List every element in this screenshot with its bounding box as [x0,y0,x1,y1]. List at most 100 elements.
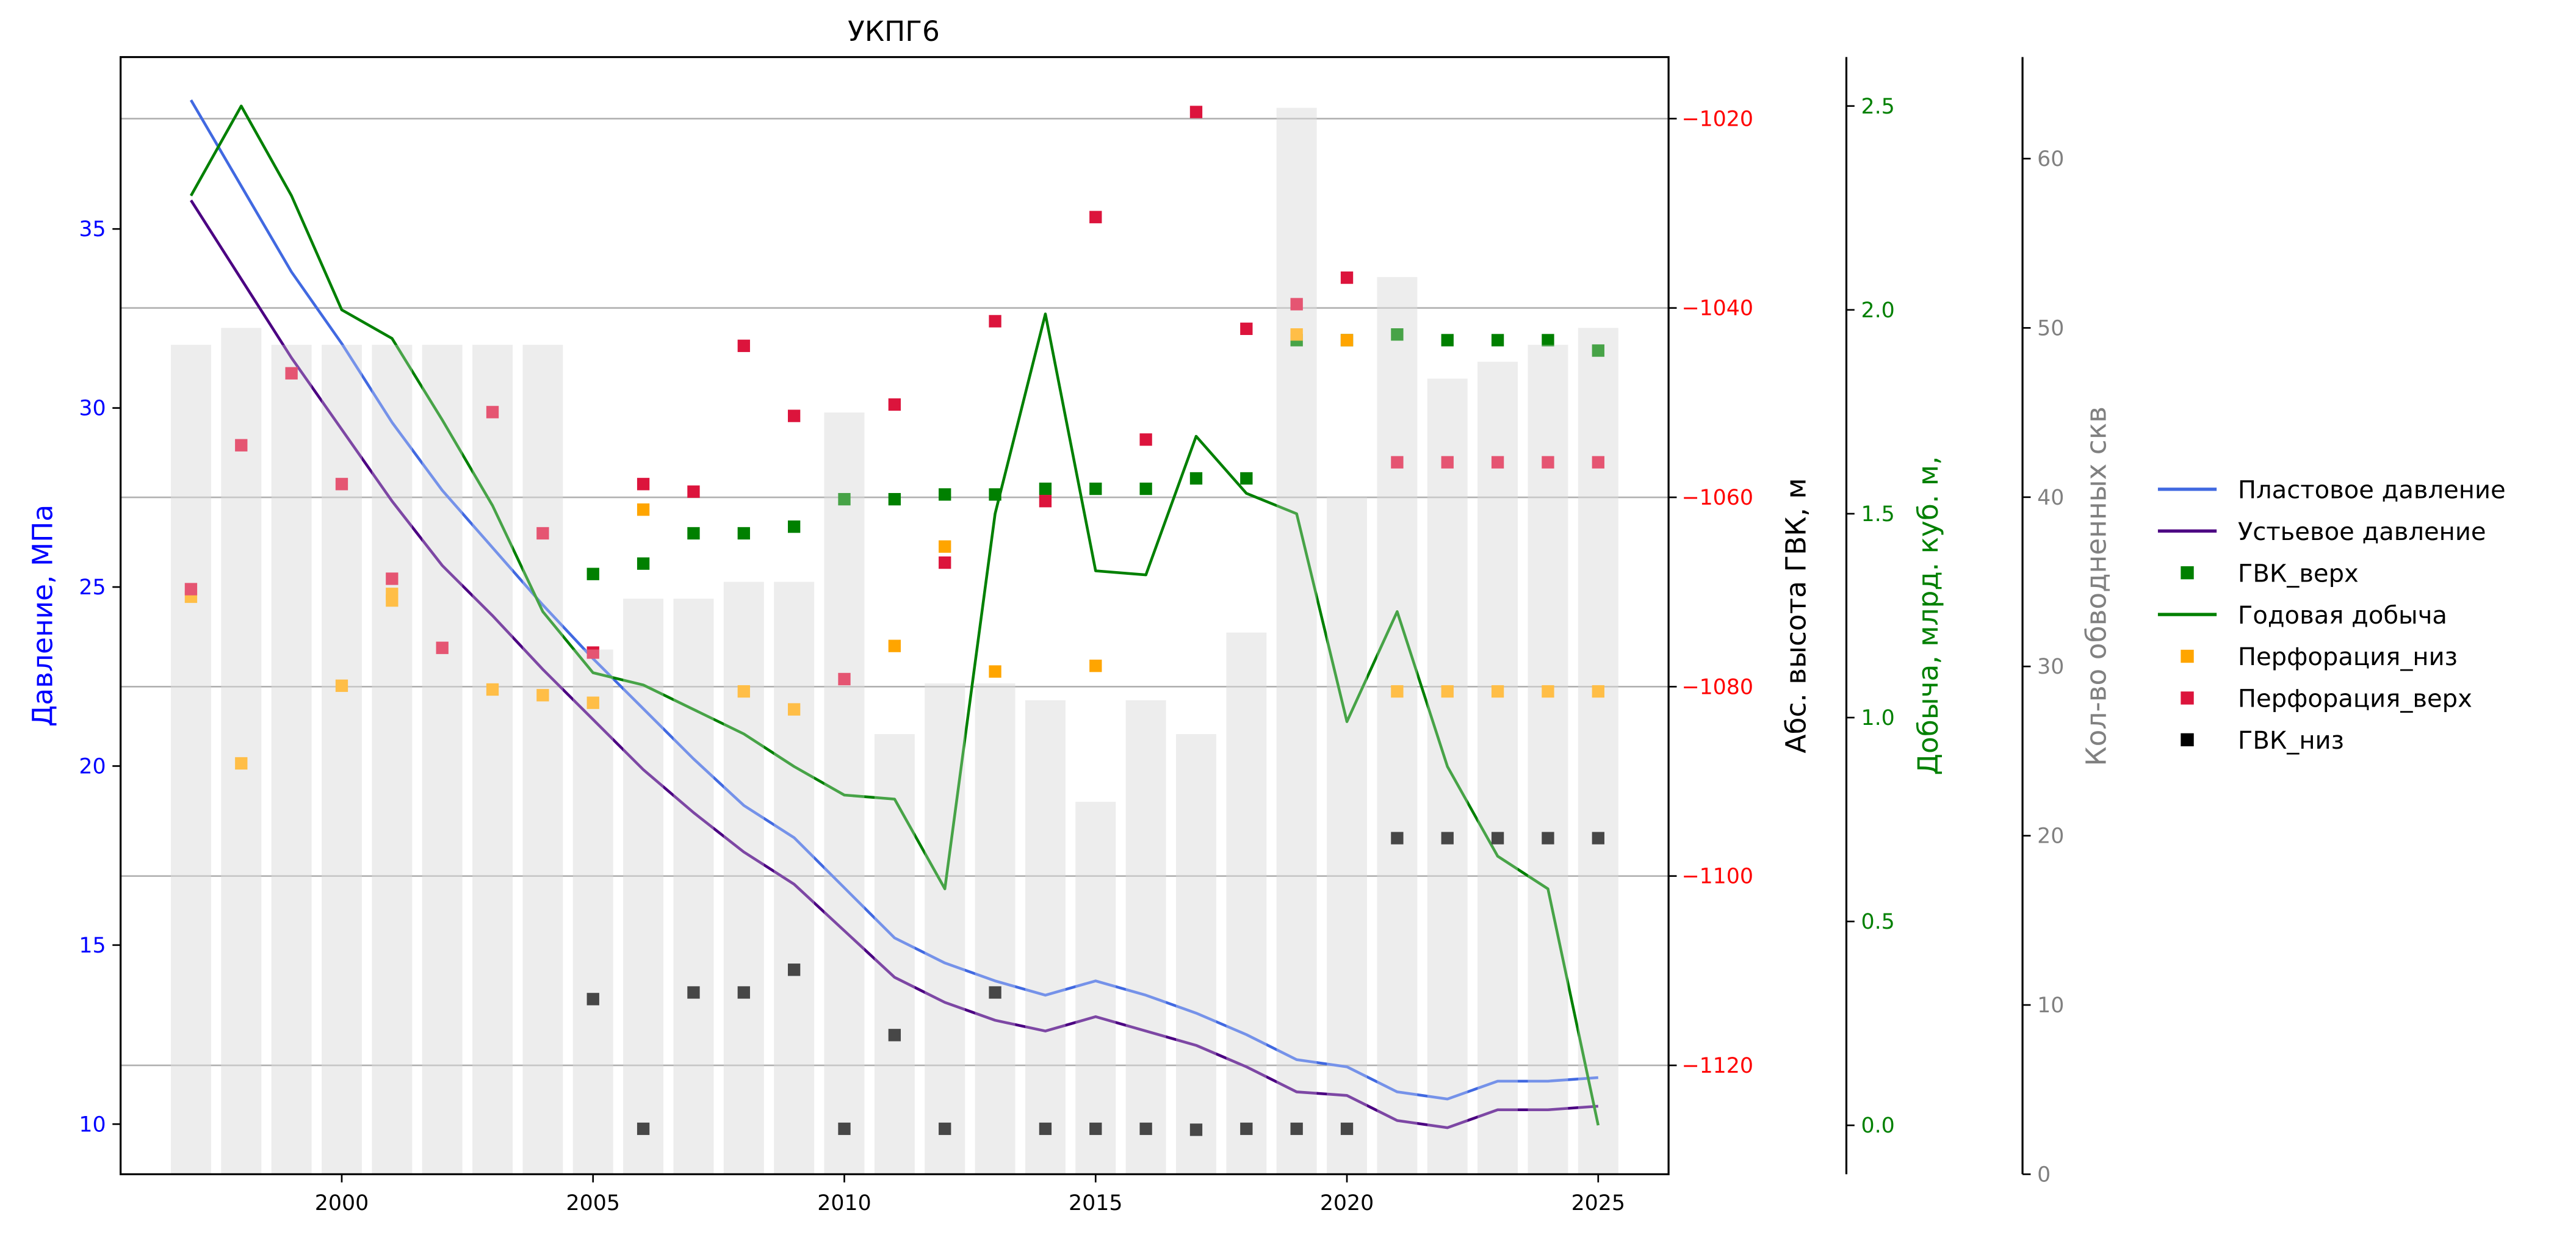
marker-Перфорация_верх-2011 [888,398,901,411]
marker-Перфорация_верх-2006 [637,478,650,491]
wells-tick-label: 40 [2037,486,2064,510]
legend-swatch-ГВК_низ [2181,733,2194,747]
marker-Перфорация_низ-2013 [989,665,1001,678]
marker-ГВК_низ-2025 [1592,832,1604,844]
marker-ГВК_верх-2022 [1441,334,1454,347]
marker-Перфорация_низ-2023 [1491,685,1504,698]
marker-Перфорация_верх-2005 [586,646,599,659]
bar-wells-2021 [1377,277,1418,1175]
wells-tick-label: 50 [2037,316,2064,340]
marker-Перфорация_верх-2003 [486,406,499,419]
marker-ГВК_верх-2013 [989,488,1001,501]
bar-overlay-2000 [322,345,362,1175]
legend: Пластовое давление Устьевое давление ГВК_в… [2157,477,2506,755]
marker-Перфорация_верх-2014 [1039,495,1052,508]
pressure-tick-label: 25 [79,575,106,600]
gvk-tick-label: −1100 [1681,865,1753,889]
wells-axis-label: Кол-во обводненных скв [2080,406,2112,766]
marker-Перфорация_низ-2021 [1391,685,1404,698]
wells-tick-label: 10 [2037,993,2064,1018]
marker-ГВК_низ-2016 [1139,1122,1152,1136]
bar-wells-2014 [1025,700,1066,1175]
marker-Перфорация_верх-2012 [939,556,951,569]
bar-overlay-2003 [472,345,513,1175]
legend-label-Годовая добыча: Годовая добыча [2238,602,2447,630]
marker-Перфорация_верх-2018 [1240,322,1253,336]
plot-frame [120,56,1670,1176]
bar-wells-2008 [723,582,764,1175]
wells-tick-label: 30 [2037,655,2064,679]
bar-wells-2007 [673,599,714,1175]
marker-ГВК_верх-2023 [1491,334,1504,347]
bar-overlay-1997 [170,345,211,1175]
bar-overlay-2018 [1226,632,1267,1175]
marker-ГВК_верх-2007 [687,527,700,540]
marker-ГВК_низ-2006 [637,1122,650,1136]
marker-Перфорация_низ-2003 [486,683,499,696]
marker-ГВК_верх-2018 [1240,472,1253,485]
bar-overlay-2014 [1025,700,1066,1175]
gvk-tick-label: −1020 [1681,107,1753,131]
marker-ГВК_низ-2011 [888,1029,901,1042]
marker-Перфорация_низ-2025 [1592,685,1604,698]
bar-wells-2022 [1427,378,1468,1175]
production-tick-label: 2.5 [1861,95,1894,119]
marker-Перфорация_верх-2022 [1441,456,1454,469]
bar-wells-1999 [271,345,312,1175]
bar-wells-2011 [874,734,915,1175]
marker-ГВК_верх-2011 [888,492,901,506]
legend-label-Перфорация_низ: Перфорация_низ [2238,643,2458,671]
legend-swatch-ГВК_верх [2181,566,2194,580]
production-tick-label: 1.5 [1861,502,1894,527]
x-tick-label: 2010 [817,1191,871,1215]
marker-ГВК_низ-2019 [1290,1122,1303,1136]
bar-overlay-2001 [372,345,413,1175]
bar-overlay-2006 [623,599,664,1175]
marker-Перфорация_верх-2019 [1290,298,1303,311]
x-tick-label: 2020 [1320,1191,1374,1215]
legend-label-Пластовое давление: Пластовое давление [2238,477,2506,505]
marker-ГВК_верх-2012 [939,488,951,501]
bar-wells-2025 [1578,328,1618,1175]
pressure-axis-label: Давление, МПа [26,505,59,727]
production-tick-label: 2.0 [1861,298,1894,323]
marker-Перфорация_верх-2010 [838,672,851,686]
chart-container: УКПГ6 2000 2005 2010 2015 2020 2025 10 15 20 25 30… [13,0,2563,1246]
bar-overlay-1999 [271,345,312,1175]
legend-label-ГВК_низ: ГВК_низ [2238,727,2344,755]
bar-wells-2004 [522,345,563,1175]
bar-wells-2020 [1327,497,1367,1175]
marker-ГВК_низ-2014 [1039,1122,1052,1136]
axes-layer: 2000 2005 2010 2015 2020 2025101520253035Давл… [26,56,2112,1215]
marker-ГВК_верх-2021 [1391,328,1404,341]
marker-Перфорация_верх-2020 [1340,271,1354,284]
marker-Перфорация_низ-2012 [939,540,951,553]
marker-ГВК_низ-2013 [989,986,1001,999]
bar-overlay-2002 [422,345,463,1175]
marker-Перфорация_верх-2009 [787,409,801,422]
marker-ГВК_низ-2009 [787,963,801,976]
pressure-tick-label: 10 [79,1112,106,1137]
bar-wells-2010 [824,412,865,1175]
marker-ГВК_верх-2009 [787,520,801,533]
series-line-Пластовое давление [189,99,1598,1101]
pressure-tick-label: 30 [79,397,106,421]
bar-overlay-2004 [522,345,563,1175]
bar-overlay-2010 [824,412,865,1175]
marker-ГВК_низ-2022 [1441,832,1454,844]
gvk-axis-label: Абс. высота ГВК, м [1780,478,1813,753]
bar-overlay-2020 [1327,497,1367,1175]
marker-ГВК_низ-2007 [687,986,700,999]
marker-ГВК_низ-2010 [838,1122,851,1136]
bar-wells-1998 [221,328,262,1175]
marker-Перфорация_верх-2023 [1491,456,1504,469]
x-tick-label: 2025 [1571,1191,1625,1215]
bar-overlay-2007 [673,599,714,1175]
marker-Перфорация_низ-2000 [335,679,348,692]
bar-wells-2013 [975,683,1016,1175]
legend-label-Перфорация_верх: Перфорация_верх [2238,685,2472,713]
chart-title: УКПГ6 [848,15,940,48]
production-axis-label: Добыча, млрд. куб. м, [1912,456,1944,775]
gvk-tick-label: −1120 [1681,1054,1753,1078]
marker-Перфорация_верх-1998 [235,439,248,452]
